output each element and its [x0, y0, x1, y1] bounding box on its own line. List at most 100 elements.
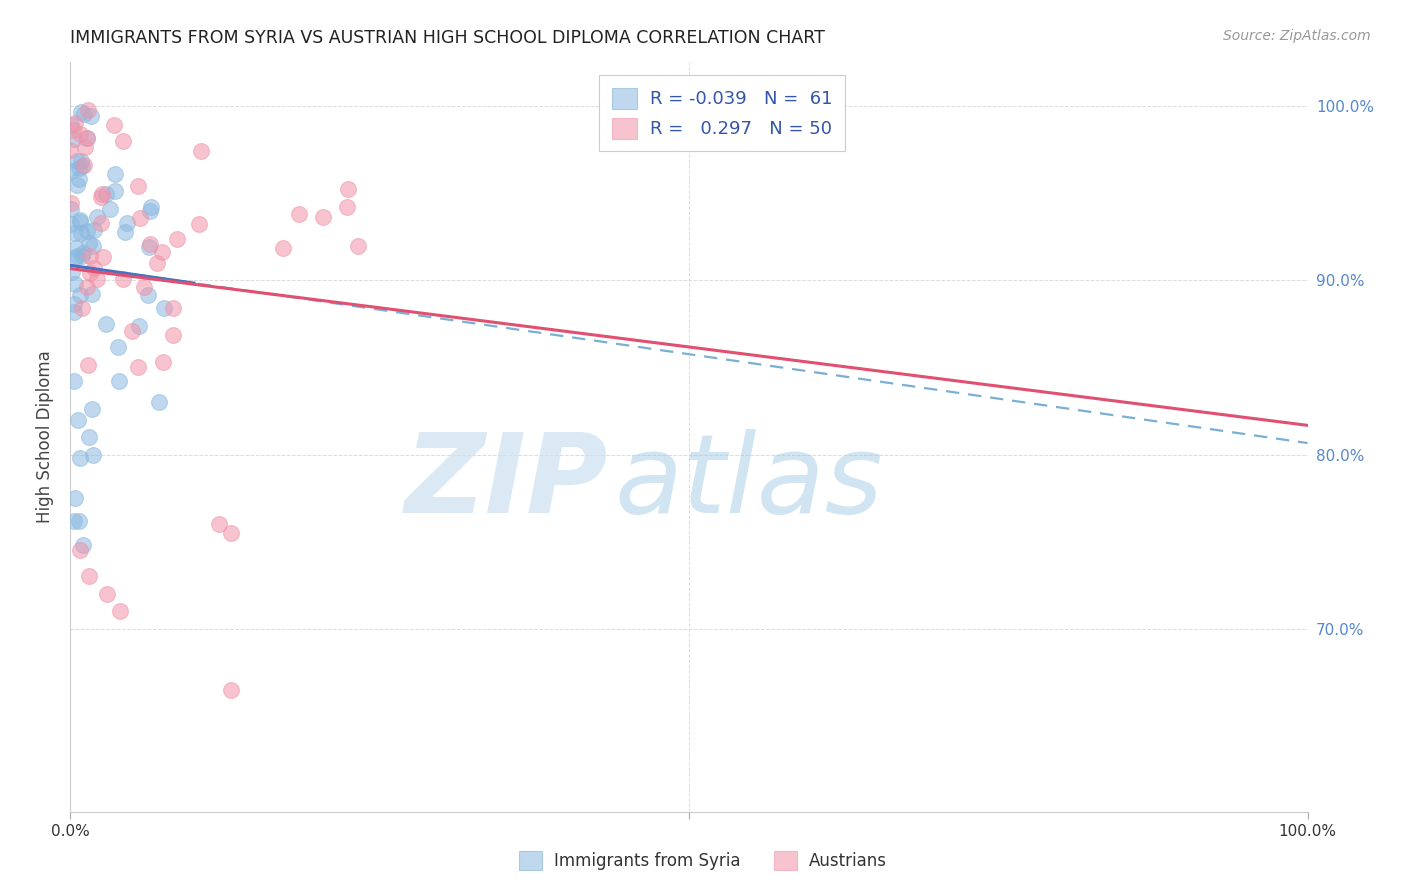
Point [82, 448, 104, 462]
Point [66, 153, 89, 168]
Point [76, 224, 98, 238]
Point [107, 340, 129, 354]
Point [77, 569, 100, 583]
Point [63, 277, 86, 292]
Legend: Immigrants from Syria, Austrians: Immigrants from Syria, Austrians [512, 844, 894, 877]
Point [139, 236, 162, 251]
Point [152, 301, 174, 315]
Point [127, 360, 149, 375]
Point [90, 216, 112, 230]
Point [82, 239, 104, 253]
Point [337, 181, 360, 195]
Point [65, 241, 87, 255]
Point [60, 218, 83, 232]
Point [63, 116, 86, 130]
Point [335, 200, 357, 214]
Point [63, 514, 86, 528]
Point [60, 195, 83, 210]
Point [188, 218, 211, 232]
Point [271, 241, 294, 255]
Point [139, 200, 162, 214]
Point [65, 226, 87, 240]
Point [66, 412, 89, 426]
Point [138, 288, 160, 302]
Point [80, 109, 103, 123]
Point [94, 317, 117, 331]
Point [63, 374, 86, 388]
Point [103, 118, 125, 132]
Point [70, 105, 93, 120]
Point [66, 249, 89, 263]
Point [108, 374, 131, 388]
Point [96, 587, 118, 601]
Point [121, 324, 143, 338]
Point [91, 186, 114, 201]
Point [60, 202, 83, 216]
Point [79, 235, 101, 250]
Point [70, 301, 93, 315]
Point [139, 204, 162, 219]
Point [152, 355, 174, 369]
Point [208, 517, 231, 532]
Point [79, 267, 101, 281]
Point [104, 184, 127, 198]
Point [138, 240, 160, 254]
Point [70, 249, 93, 263]
Point [76, 358, 98, 372]
Point [111, 134, 134, 148]
Point [62, 265, 84, 279]
Point [219, 525, 242, 540]
Point [73, 140, 96, 154]
Point [69, 450, 91, 465]
Point [67, 161, 90, 175]
Point [73, 107, 96, 121]
Point [65, 491, 87, 505]
Point [83, 260, 105, 275]
Text: atlas: atlas [614, 428, 883, 535]
Point [150, 245, 173, 260]
Point [166, 232, 188, 246]
Point [114, 225, 136, 239]
Point [219, 682, 242, 697]
Point [132, 279, 155, 293]
Point [69, 288, 91, 302]
Point [190, 144, 212, 158]
Point [79, 248, 101, 262]
Point [80, 402, 103, 417]
Point [80, 286, 103, 301]
Point [128, 211, 150, 225]
Point [346, 239, 368, 253]
Point [63, 251, 86, 265]
Text: ZIP: ZIP [405, 428, 609, 535]
Point [76, 130, 98, 145]
Point [83, 223, 105, 237]
Point [127, 179, 149, 194]
Point [69, 215, 91, 229]
Y-axis label: High School Diploma: High School Diploma [37, 351, 55, 524]
Point [98, 202, 121, 216]
Point [67, 514, 90, 528]
Point [94, 186, 117, 201]
Point [312, 210, 335, 224]
Point [112, 272, 135, 286]
Point [63, 296, 86, 310]
Point [69, 213, 91, 227]
Point [69, 226, 91, 240]
Point [59, 164, 82, 178]
Point [72, 538, 94, 552]
Point [62, 132, 84, 146]
Point [59, 143, 82, 157]
Point [145, 256, 167, 270]
Point [115, 216, 138, 230]
Point [63, 305, 86, 319]
Point [62, 123, 84, 137]
Point [128, 319, 150, 334]
Point [69, 154, 91, 169]
Point [162, 327, 184, 342]
Point [90, 190, 112, 204]
Text: IMMIGRANTS FROM SYRIA VS AUSTRIAN HIGH SCHOOL DIPLOMA CORRELATION CHART: IMMIGRANTS FROM SYRIA VS AUSTRIAN HIGH S… [70, 29, 825, 47]
Point [76, 131, 98, 145]
Point [148, 394, 170, 409]
Point [69, 543, 91, 558]
Text: Source: ZipAtlas.com: Source: ZipAtlas.com [1223, 29, 1371, 44]
